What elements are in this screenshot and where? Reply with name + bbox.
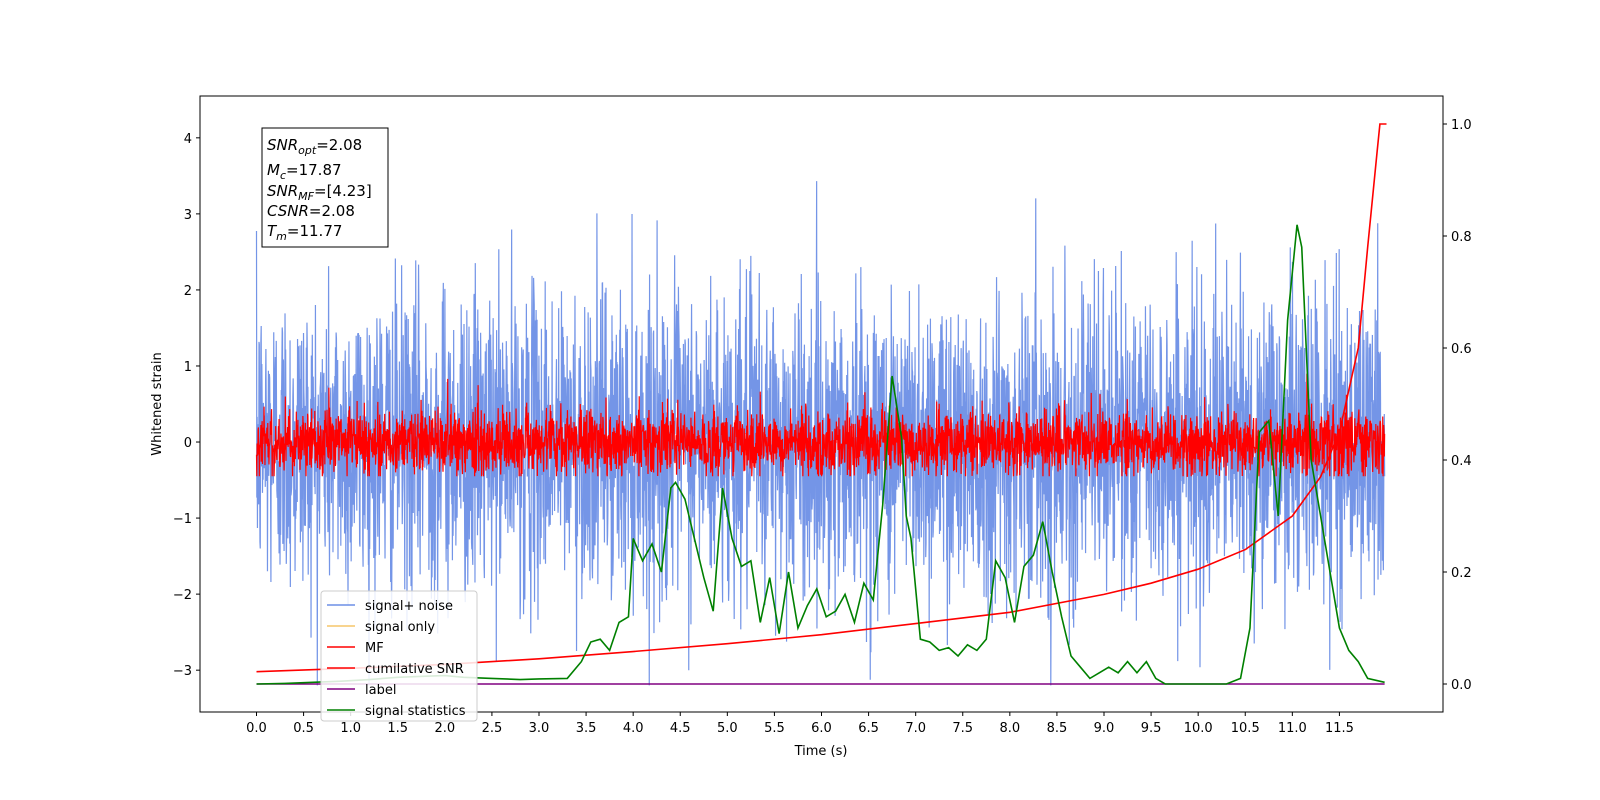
x-axis: 0.0 0.5 1.0 1.5 2.0 2.5 3.0 3.5 4.0 4.5 5.0 5.5 6.0 6… <box>246 712 1354 736</box>
x-axis-label: Time (s) <box>794 744 848 759</box>
x-tick-label: 5.5 <box>764 721 785 736</box>
legend-label-label: label <box>365 683 396 698</box>
left-y-tick-label: 2 <box>184 284 192 299</box>
x-tick-label: 8.5 <box>1047 721 1068 736</box>
x-tick-label: 7.0 <box>905 721 926 736</box>
right-y-axis: 0.0 0.2 0.4 0.6 0.8 1.0 <box>1443 118 1472 693</box>
legend-entries: signal+ noise signal only MF cumilative SNR… <box>327 599 466 719</box>
legend-label-signal-statistics: signal statistics <box>365 704 466 719</box>
legend-frame <box>320 590 478 722</box>
x-tick-label: 6.0 <box>811 721 832 736</box>
x-tick-label: 0.0 <box>246 721 267 736</box>
info-csnr: CSNR=2.08 <box>267 202 355 220</box>
right-y-tick-label: 0.8 <box>1451 230 1472 245</box>
left-y-tick-label: −1 <box>173 512 192 527</box>
right-y-tick-label: 0.0 <box>1451 678 1472 693</box>
x-tick-label: 3.0 <box>529 721 550 736</box>
left-y-tick-label: 4 <box>184 132 192 147</box>
left-y-tick-label: −3 <box>173 664 192 679</box>
y-axis-label: Whitened strain <box>150 352 165 455</box>
x-tick-label: 7.5 <box>952 721 973 736</box>
left-y-tick-label: 3 <box>184 208 192 223</box>
legend: signal+ noise signal only MF cumilative SNR… <box>320 590 478 722</box>
x-tick-label: 5.0 <box>717 721 738 736</box>
info-snr-mf: SNRMF=[4.23] <box>267 182 372 203</box>
left-y-tick-label: 0 <box>184 436 192 451</box>
x-tick-label: 10.5 <box>1231 721 1260 736</box>
legend-label-signal-only: signal only <box>365 620 435 635</box>
left-y-tick-label: −2 <box>173 588 192 603</box>
legend-label-cumulative-snr: cumilative SNR <box>365 662 464 677</box>
right-y-tick-label: 1.0 <box>1451 118 1472 133</box>
left-y-tick-label: 1 <box>184 360 192 375</box>
legend-label-mf: MF <box>365 641 384 656</box>
x-tick-label: 0.5 <box>293 721 314 736</box>
x-tick-label: 10.0 <box>1184 721 1213 736</box>
left-y-axis: −3 −2 −1 0 1 2 3 4 <box>173 132 200 679</box>
x-tick-label: 1.0 <box>340 721 361 736</box>
x-tick-label: 4.5 <box>670 721 691 736</box>
x-tick-label: 2.5 <box>482 721 503 736</box>
x-tick-label: 9.0 <box>1094 721 1115 736</box>
series-signal-noise <box>255 181 1386 686</box>
right-y-tick-label: 0.2 <box>1451 566 1472 581</box>
x-tick-label: 11.5 <box>1325 721 1354 736</box>
right-y-tick-label: 0.6 <box>1451 342 1472 357</box>
x-tick-label: 4.0 <box>623 721 644 736</box>
x-tick-label: 9.5 <box>1141 721 1162 736</box>
series-signal-statistics <box>256 224 1385 685</box>
x-tick-label: 6.5 <box>858 721 879 736</box>
x-tick-label: 11.0 <box>1278 721 1307 736</box>
legend-label-signal-noise: signal+ noise <box>365 599 453 614</box>
series-mf <box>255 373 1386 477</box>
x-tick-label: 8.0 <box>999 721 1020 736</box>
info-box-frame <box>261 127 389 248</box>
x-tick-label: 2.0 <box>434 721 455 736</box>
info-chirp-mass: Mc=17.87 <box>267 161 342 182</box>
series-cumulative-snr <box>256 123 1387 673</box>
right-y-tick-label: 0.4 <box>1451 454 1472 469</box>
info-box: SNRopt=2.08 Mc=17.87 SNRMF=[4.23] CSNR=2… <box>261 127 389 248</box>
info-tm: Tm=11.77 <box>267 222 342 243</box>
info-snr-opt: SNRopt=2.08 <box>267 136 362 157</box>
x-tick-label: 1.5 <box>387 721 408 736</box>
x-tick-label: 3.5 <box>576 721 597 736</box>
